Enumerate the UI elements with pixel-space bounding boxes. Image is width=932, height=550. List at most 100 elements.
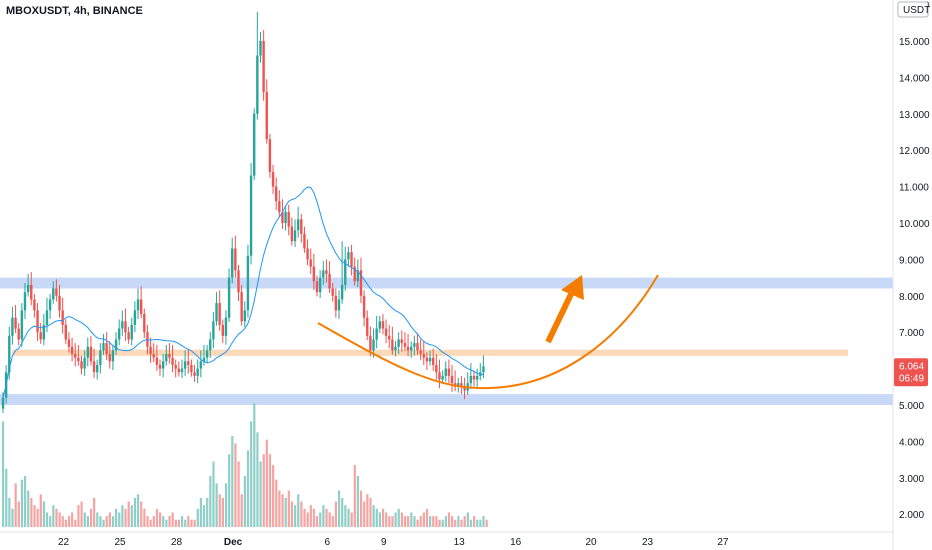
candle-body (460, 383, 463, 387)
candle-body (218, 303, 221, 325)
volume-bar (413, 516, 416, 527)
volume-bar (130, 505, 133, 527)
candle-body (193, 372, 196, 376)
candle-body (64, 324, 67, 340)
candle-body (202, 357, 206, 362)
candle-body (45, 310, 49, 325)
candle-body (215, 303, 218, 322)
volume-bar (105, 516, 108, 527)
candle-body (36, 310, 39, 333)
candle-body (30, 284, 33, 300)
candle-body (161, 361, 165, 369)
volume-bar (457, 516, 460, 527)
volume-bar (432, 516, 435, 527)
volume-bar (454, 519, 457, 527)
candle-body (312, 266, 316, 282)
candle-body (1, 397, 5, 409)
candle-body (431, 357, 435, 365)
volume-bar (284, 497, 287, 527)
volume-bar (27, 490, 30, 527)
candle-body (139, 299, 143, 314)
candle-body (102, 343, 105, 351)
candle-body (249, 175, 253, 256)
x-tick-label: 20 (585, 537, 597, 548)
candle-body (96, 364, 99, 373)
candle-body (318, 277, 322, 293)
volume-bar (23, 476, 27, 527)
candle-body (372, 339, 375, 351)
candle-body (322, 270, 325, 278)
candle-body (155, 357, 159, 365)
candle-body (183, 361, 187, 369)
symbol-title: MBOXUSDT, 4h, BINANCE (6, 5, 143, 17)
candle-body (124, 321, 127, 333)
y-tick-label: 9.000 (899, 255, 924, 266)
currency-label[interactable]: USDT (903, 5, 930, 16)
currency-box[interactable] (897, 1, 929, 18)
candle-body (366, 317, 369, 336)
candle-body (256, 55, 259, 114)
candle-body (105, 343, 108, 355)
candle-body (359, 270, 363, 296)
candle-body (58, 295, 61, 311)
volume-bar (61, 516, 64, 527)
candle-body (33, 299, 36, 311)
x-tick-label: Dec (224, 537, 243, 548)
volume-bar (306, 512, 309, 527)
volume-bar (350, 512, 353, 527)
volume-bar (174, 519, 177, 527)
support-zone (0, 394, 893, 405)
volume-bar (385, 512, 388, 527)
candle-body (340, 284, 344, 300)
candle-body (296, 219, 300, 231)
volume-bar (115, 508, 118, 527)
volume-bar (422, 512, 425, 527)
candle-body (111, 350, 115, 362)
candle-body (55, 288, 58, 296)
candle-body (344, 259, 347, 285)
volume-bar (312, 508, 316, 527)
volume-bar (397, 508, 400, 527)
volume-bar (127, 501, 130, 527)
volume-bar (356, 476, 360, 527)
volume-bar (190, 519, 193, 527)
volume-bar (262, 454, 265, 527)
candle-body (406, 346, 410, 351)
volume-bar (369, 497, 372, 527)
volume-bar (45, 512, 49, 527)
volume-bar (58, 512, 61, 527)
volume-bar (303, 508, 306, 527)
candle-body (117, 328, 121, 340)
candle-body (165, 354, 168, 362)
candle-body (80, 361, 83, 369)
volume-bar (410, 512, 413, 527)
volume-bar (231, 436, 234, 527)
candle-body (472, 375, 476, 380)
y-tick-label: 2.000 (899, 510, 924, 521)
candle-body (482, 366, 485, 373)
x-tick-label: 9 (381, 537, 387, 548)
volume-bar (447, 512, 451, 527)
volume-bar (180, 516, 184, 527)
volume-bar (196, 508, 199, 527)
volume-bar (438, 519, 441, 527)
candle-body (108, 354, 111, 362)
volume-bar (460, 519, 463, 527)
volume-bar (155, 508, 159, 527)
candle-body (259, 41, 262, 56)
volume-bar (297, 494, 300, 527)
candle-body (394, 346, 397, 351)
candle-body (450, 375, 454, 384)
candle-body (224, 317, 228, 336)
x-tick-label: 22 (58, 537, 70, 548)
candle-body (331, 288, 334, 296)
candle-body (435, 364, 438, 373)
candle-body (89, 346, 93, 362)
x-tick-label: 16 (510, 537, 522, 548)
volume-bar (140, 501, 143, 527)
volume-bar (39, 494, 42, 527)
candle-body (17, 328, 20, 340)
candle-body (196, 368, 199, 376)
candle-body (403, 343, 407, 347)
